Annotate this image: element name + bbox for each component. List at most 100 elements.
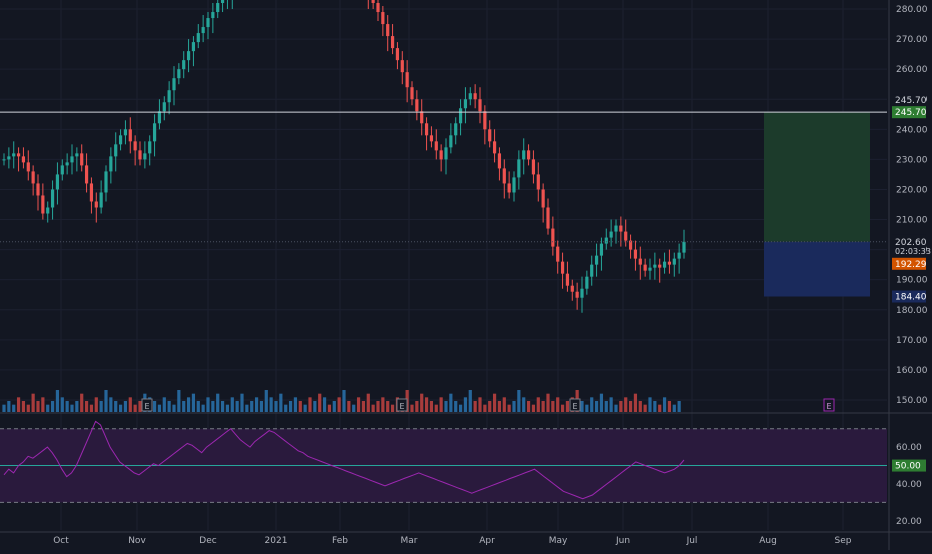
- x-tick-label: May: [549, 536, 568, 546]
- volume-bar: [468, 390, 472, 412]
- candle-body: [449, 135, 453, 148]
- horizontal-lines[interactable]: [0, 111, 887, 243]
- candle-body: [609, 231, 613, 238]
- volume-bar: [36, 401, 40, 412]
- volume-bar: [196, 401, 200, 412]
- volume-bar: [264, 390, 268, 412]
- volume-bar: [206, 397, 210, 412]
- volume-bar: [318, 393, 322, 412]
- volume-bar: [497, 401, 502, 412]
- volume-bar: [7, 401, 11, 412]
- candle-body: [133, 141, 137, 151]
- candle-body: [658, 264, 662, 268]
- volume-bar: [609, 397, 613, 412]
- candle-body: [75, 153, 79, 157]
- volume-bar: [152, 401, 157, 412]
- volume-bar: [250, 401, 254, 412]
- price-tick-label: 240.00: [896, 125, 928, 135]
- candle-body: [172, 78, 176, 91]
- volume-bar: [585, 404, 589, 412]
- candle-body: [512, 177, 516, 193]
- last-price-label: 202.60: [895, 238, 927, 248]
- candle-body: [211, 12, 215, 19]
- volume-bar: [128, 397, 132, 412]
- candle-body: [672, 258, 676, 265]
- volume-bar: [667, 401, 672, 412]
- x-tick-label: Nov: [128, 536, 146, 546]
- volume-bar: [211, 401, 215, 412]
- candle-body: [648, 267, 652, 271]
- candle-body: [152, 123, 157, 142]
- candle-body: [488, 129, 492, 142]
- candle-body: [522, 150, 526, 160]
- earnings-marker-label: E: [399, 402, 404, 411]
- candle-body: [483, 111, 487, 130]
- volume-bar: [46, 404, 50, 412]
- volume-bar: [371, 404, 375, 412]
- volume-bar: [551, 401, 555, 412]
- sma-value-label-bg: [892, 94, 926, 107]
- volume-bar: [94, 397, 98, 412]
- price-tick-label: 210.00: [896, 216, 928, 226]
- price-tick-label: 150.00: [896, 396, 928, 406]
- volume-bar: [366, 393, 370, 412]
- volume-bar: [133, 404, 137, 412]
- earnings-marker: [823, 398, 835, 412]
- stop-zone: [764, 241, 870, 297]
- candle-body: [638, 258, 642, 265]
- candle-body: [570, 285, 574, 292]
- x-tick-label: Oct: [53, 536, 69, 546]
- candle-body: [468, 93, 472, 100]
- candle-body: [191, 42, 196, 52]
- volume-bar: [512, 401, 516, 412]
- volume-bar: [293, 397, 298, 412]
- volume-bar: [449, 393, 453, 412]
- volume-bar: [230, 397, 234, 412]
- rsi-pane[interactable]: [0, 420, 887, 503]
- candle-body: [371, 0, 375, 4]
- volume-bar: [177, 390, 181, 412]
- x-tick-label: Jun: [615, 536, 630, 546]
- candle-body: [220, 0, 225, 4]
- candle-body: [46, 207, 50, 214]
- countdown-label: 02:03:33: [895, 247, 931, 256]
- candle-body: [182, 60, 186, 70]
- sma-value-label: 245.70: [895, 96, 927, 106]
- volume-bar: [458, 404, 463, 412]
- volume-bar: [269, 397, 273, 412]
- volume-bar: [118, 404, 123, 412]
- target-zone: [764, 112, 870, 242]
- volume-bar: [390, 404, 395, 412]
- volume-bar: [638, 401, 642, 412]
- volume-bar: [182, 401, 186, 412]
- candle-body: [667, 261, 672, 265]
- volume-bar: [16, 397, 21, 412]
- candle-body: [390, 36, 395, 49]
- volume-bar: [12, 404, 16, 412]
- candle-body: [556, 246, 560, 262]
- volume-bar: [356, 397, 361, 412]
- candle-body: [143, 153, 147, 160]
- volume-bar: [284, 404, 288, 412]
- candle-body: [662, 261, 667, 268]
- candle-body: [619, 225, 623, 232]
- volume-bar: [167, 401, 171, 412]
- candle-body: [109, 156, 113, 172]
- volume-bar: [565, 401, 570, 412]
- candle-body: [560, 261, 565, 274]
- volume-bar: [84, 401, 89, 412]
- candle-body: [536, 174, 540, 190]
- candles[interactable]: [2, 0, 686, 313]
- volume-bar: [99, 401, 103, 412]
- position-tool[interactable]: [764, 112, 870, 297]
- volume-bar: [114, 401, 118, 412]
- candle-body: [492, 141, 497, 154]
- volume-bar: [288, 401, 293, 412]
- candle-body: [643, 264, 647, 271]
- candle-body: [458, 108, 463, 124]
- volume-bar: [109, 397, 113, 412]
- volume-bar: [662, 397, 667, 412]
